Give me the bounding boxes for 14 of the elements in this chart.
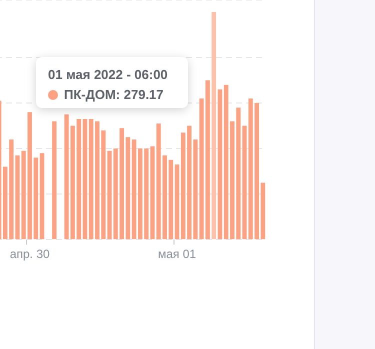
bar (107, 150, 112, 240)
bar (218, 89, 222, 240)
bar (242, 126, 247, 240)
bar (150, 146, 155, 240)
bar (82, 118, 88, 240)
bar (40, 153, 44, 240)
bar (52, 121, 57, 240)
bar (15, 155, 20, 240)
x-tick-label: мая 01 (158, 247, 196, 262)
bar (212, 12, 216, 240)
annotation: ПК-ДОМ: 279.17 (63, 86, 165, 104)
annotation: 01 мая 2022 - 06:00 (48, 66, 169, 84)
bar (174, 164, 180, 240)
x-tick-label: апр. 30 (10, 247, 50, 262)
